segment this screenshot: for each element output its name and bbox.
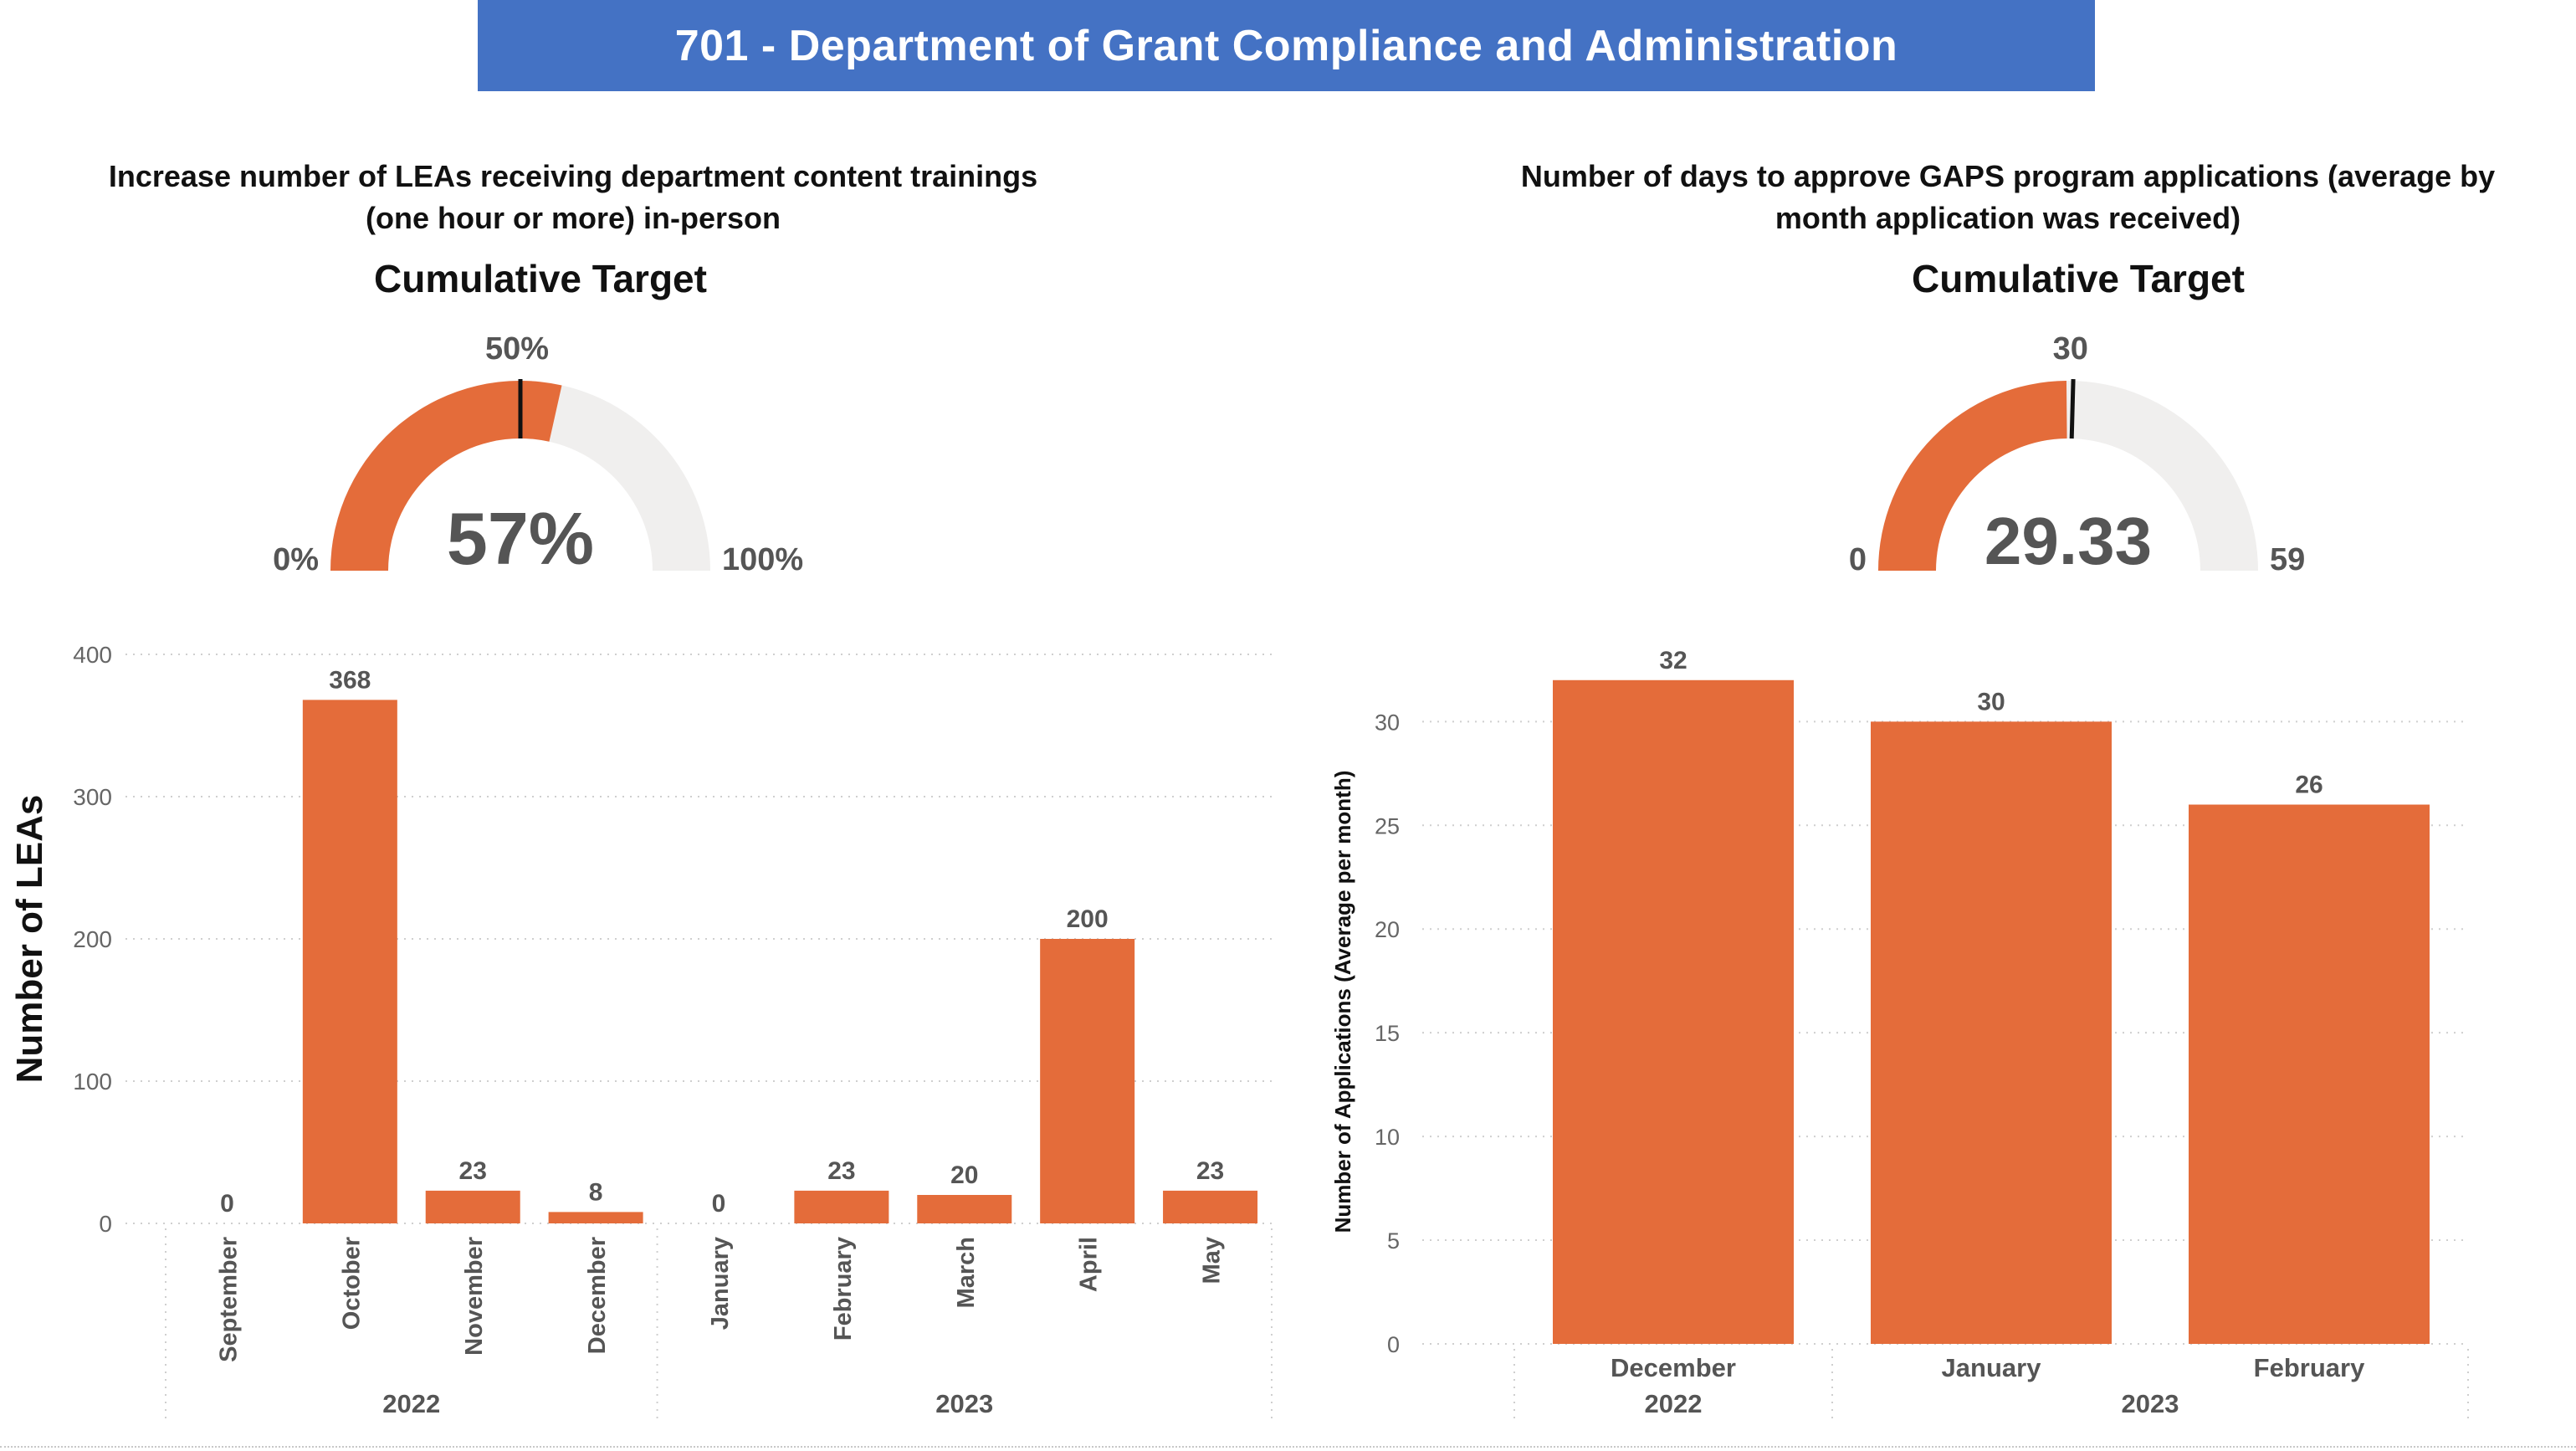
data-label: 8 bbox=[589, 1178, 603, 1206]
x-year-label: 2023 bbox=[2122, 1389, 2179, 1418]
data-label: 0 bbox=[220, 1190, 234, 1218]
data-label: 200 bbox=[1067, 905, 1109, 933]
gauge-max-label: 100% bbox=[722, 542, 803, 577]
bar bbox=[917, 1195, 1012, 1223]
y-axis-title: Number of LEAs bbox=[9, 795, 50, 1084]
x-category-label: April bbox=[1076, 1237, 1103, 1292]
y-tick-label: 0 bbox=[1387, 1332, 1400, 1357]
data-label: 23 bbox=[459, 1157, 487, 1185]
bar bbox=[1553, 679, 1794, 1344]
y-tick-label: 400 bbox=[73, 642, 112, 668]
bar bbox=[794, 1190, 889, 1223]
gauge-target-label: 30 bbox=[2053, 331, 2088, 367]
x-category-label: January bbox=[707, 1237, 734, 1330]
gauge-min-label: 0% bbox=[273, 542, 319, 577]
y-tick-label: 5 bbox=[1387, 1228, 1400, 1254]
right-bar-chart: 0 5 10 15 20 25 30 Number of Applications (Aver… bbox=[1330, 647, 2469, 1421]
right-gauge-title: Cumulative Target bbox=[1912, 257, 2245, 300]
bar bbox=[302, 700, 397, 1223]
x-category-label: December bbox=[584, 1237, 611, 1354]
x-category-label: October bbox=[338, 1237, 365, 1330]
y-tick-label: 25 bbox=[1375, 813, 1400, 838]
x-category-label: November bbox=[461, 1237, 488, 1356]
left-gauge: 50% 57% 0% 100% bbox=[273, 331, 803, 580]
gauge-min-label: 0 bbox=[1849, 542, 1867, 577]
x-category-label: February bbox=[830, 1237, 857, 1341]
y-tick-label: 20 bbox=[1375, 917, 1400, 942]
y-tick-label: 15 bbox=[1375, 1021, 1400, 1046]
bar bbox=[1163, 1190, 1258, 1223]
gauge-value-label: 29.33 bbox=[1984, 504, 2152, 578]
y-tick-label: 30 bbox=[1375, 710, 1400, 735]
x-category-label: December bbox=[1611, 1353, 1736, 1382]
bar bbox=[548, 1212, 643, 1223]
y-tick-label: 300 bbox=[73, 784, 112, 810]
x-category-label: March bbox=[953, 1237, 980, 1308]
x-category-label: January bbox=[1942, 1353, 2042, 1382]
bar bbox=[2189, 804, 2430, 1344]
data-label: 30 bbox=[1977, 688, 2005, 715]
data-label: 23 bbox=[827, 1157, 855, 1185]
right-chart-subtitle: Number of days to approve GAPS program a… bbox=[1520, 159, 2496, 235]
x-year-label: 2022 bbox=[382, 1389, 440, 1418]
x-year-label: 2023 bbox=[935, 1389, 993, 1418]
gauge-value-label: 57% bbox=[447, 497, 594, 580]
bar bbox=[425, 1190, 520, 1223]
left-chart-subtitle: Increase number of LEAs receiving depart… bbox=[108, 159, 1038, 235]
data-label: 32 bbox=[1659, 647, 1687, 674]
x-year-label: 2022 bbox=[1645, 1389, 1703, 1418]
data-label: 26 bbox=[2295, 772, 2322, 799]
data-label: 20 bbox=[950, 1161, 978, 1189]
data-label: 23 bbox=[1196, 1157, 1224, 1185]
x-category-label: September bbox=[215, 1237, 242, 1362]
y-axis-title: Number of Applications (Average per mont… bbox=[1330, 771, 1355, 1233]
gauge-target-label: 50% bbox=[485, 331, 549, 367]
y-tick-label: 0 bbox=[99, 1211, 112, 1237]
y-tick-label: 200 bbox=[73, 926, 112, 952]
gauge-value-arc bbox=[1878, 381, 2067, 571]
x-category-label: February bbox=[2254, 1353, 2365, 1382]
left-gauge-title: Cumulative Target bbox=[374, 257, 707, 300]
bar bbox=[1040, 939, 1135, 1223]
y-tick-label: 10 bbox=[1375, 1125, 1400, 1150]
y-tick-label: 100 bbox=[73, 1069, 112, 1095]
gauge-max-label: 59 bbox=[2270, 542, 2305, 577]
data-label: 0 bbox=[712, 1190, 726, 1218]
bar bbox=[1871, 721, 2112, 1344]
gauge-target-marker bbox=[2069, 379, 2076, 439]
page-title: 701 - Department of Grant Compliance and… bbox=[478, 0, 2095, 91]
right-gauge: 30 29.33 0 59 bbox=[1849, 331, 2305, 578]
x-category-label: May bbox=[1199, 1237, 1226, 1284]
bottom-divider bbox=[0, 1446, 2576, 1448]
data-label: 368 bbox=[329, 666, 371, 694]
gauge-value-arc bbox=[330, 381, 562, 571]
